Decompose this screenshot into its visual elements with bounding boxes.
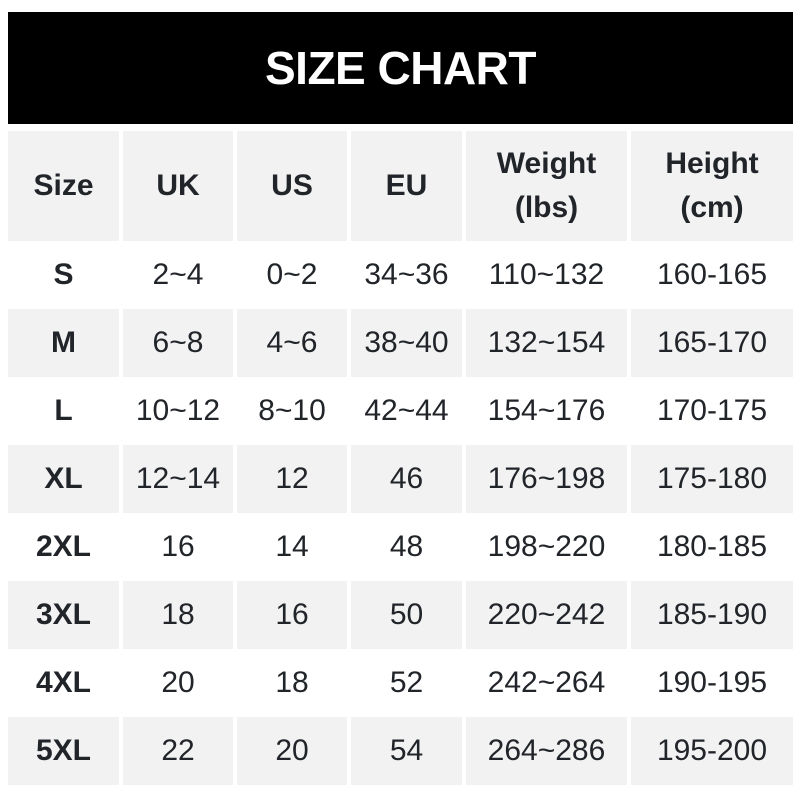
cell-uk: 18 xyxy=(123,581,233,649)
cell-eu: 42~44 xyxy=(351,377,462,445)
cell-size: M xyxy=(8,309,119,377)
cell-us: 8~10 xyxy=(237,377,347,445)
cell-height: 165-170 xyxy=(631,309,793,377)
table-header-row: Size UK US EU Weight (lbs) Height (cm) xyxy=(8,131,793,241)
column-header-weight: Weight (lbs) xyxy=(466,131,627,241)
size-table: Size UK US EU Weight (lbs) Height (cm) S… xyxy=(8,131,793,785)
column-header-height-line1: Height xyxy=(665,147,759,180)
cell-uk: 6~8 xyxy=(123,309,233,377)
cell-uk: 10~12 xyxy=(123,377,233,445)
cell-eu: 54 xyxy=(351,717,462,785)
cell-uk: 12~14 xyxy=(123,445,233,513)
cell-us: 0~2 xyxy=(237,241,347,309)
cell-us: 12 xyxy=(237,445,347,513)
cell-size: 5XL xyxy=(8,717,119,785)
cell-uk: 16 xyxy=(123,513,233,581)
cell-size: S xyxy=(8,241,119,309)
table-row-5xl: 5XL 22 20 54 264~286 195-200 xyxy=(8,717,793,785)
cell-height: 185-190 xyxy=(631,581,793,649)
column-header-height: Height (cm) xyxy=(631,131,793,241)
cell-us: 18 xyxy=(237,649,347,717)
cell-eu: 46 xyxy=(351,445,462,513)
table-row-m: M 6~8 4~6 38~40 132~154 165-170 xyxy=(8,309,793,377)
cell-eu: 34~36 xyxy=(351,241,462,309)
cell-weight: 264~286 xyxy=(466,717,627,785)
cell-height: 190-195 xyxy=(631,649,793,717)
table-row-4xl: 4XL 20 18 52 242~264 190-195 xyxy=(8,649,793,717)
cell-height: 195-200 xyxy=(631,717,793,785)
cell-weight: 110~132 xyxy=(466,241,627,309)
column-header-height-line2: (cm) xyxy=(680,191,744,224)
cell-weight: 132~154 xyxy=(466,309,627,377)
cell-height: 180-185 xyxy=(631,513,793,581)
column-header-weight-line2: (lbs) xyxy=(514,191,579,224)
cell-eu: 48 xyxy=(351,513,462,581)
cell-us: 4~6 xyxy=(237,309,347,377)
cell-eu: 50 xyxy=(351,581,462,649)
table-row-3xl: 3XL 18 16 50 220~242 185-190 xyxy=(8,581,793,649)
cell-uk: 2~4 xyxy=(123,241,233,309)
column-header-us: US xyxy=(237,131,347,241)
cell-height: 170-175 xyxy=(631,377,793,445)
cell-weight: 176~198 xyxy=(466,445,627,513)
table-row-xl: XL 12~14 12 46 176~198 175-180 xyxy=(8,445,793,513)
cell-size: 2XL xyxy=(8,513,119,581)
column-header-eu: EU xyxy=(351,131,462,241)
column-header-size: Size xyxy=(8,131,119,241)
cell-eu: 38~40 xyxy=(351,309,462,377)
cell-weight: 242~264 xyxy=(466,649,627,717)
table-row-l: L 10~12 8~10 42~44 154~176 170-175 xyxy=(8,377,793,445)
table-row-2xl: 2XL 16 14 48 198~220 180-185 xyxy=(8,513,793,581)
cell-size: 4XL xyxy=(8,649,119,717)
cell-size: 3XL xyxy=(8,581,119,649)
page-title: SIZE CHART xyxy=(265,42,537,94)
title-banner: SIZE CHART xyxy=(8,12,793,124)
table-row-s: S 2~4 0~2 34~36 110~132 160-165 xyxy=(8,241,793,309)
cell-uk: 22 xyxy=(123,717,233,785)
cell-weight: 154~176 xyxy=(466,377,627,445)
cell-size: XL xyxy=(8,445,119,513)
cell-uk: 20 xyxy=(123,649,233,717)
cell-height: 160-165 xyxy=(631,241,793,309)
cell-height: 175-180 xyxy=(631,445,793,513)
cell-size: L xyxy=(8,377,119,445)
cell-us: 20 xyxy=(237,717,347,785)
cell-weight: 198~220 xyxy=(466,513,627,581)
cell-us: 14 xyxy=(237,513,347,581)
cell-eu: 52 xyxy=(351,649,462,717)
column-header-weight-line1: Weight xyxy=(496,147,597,180)
cell-us: 16 xyxy=(237,581,347,649)
column-header-uk: UK xyxy=(123,131,233,241)
cell-weight: 220~242 xyxy=(466,581,627,649)
